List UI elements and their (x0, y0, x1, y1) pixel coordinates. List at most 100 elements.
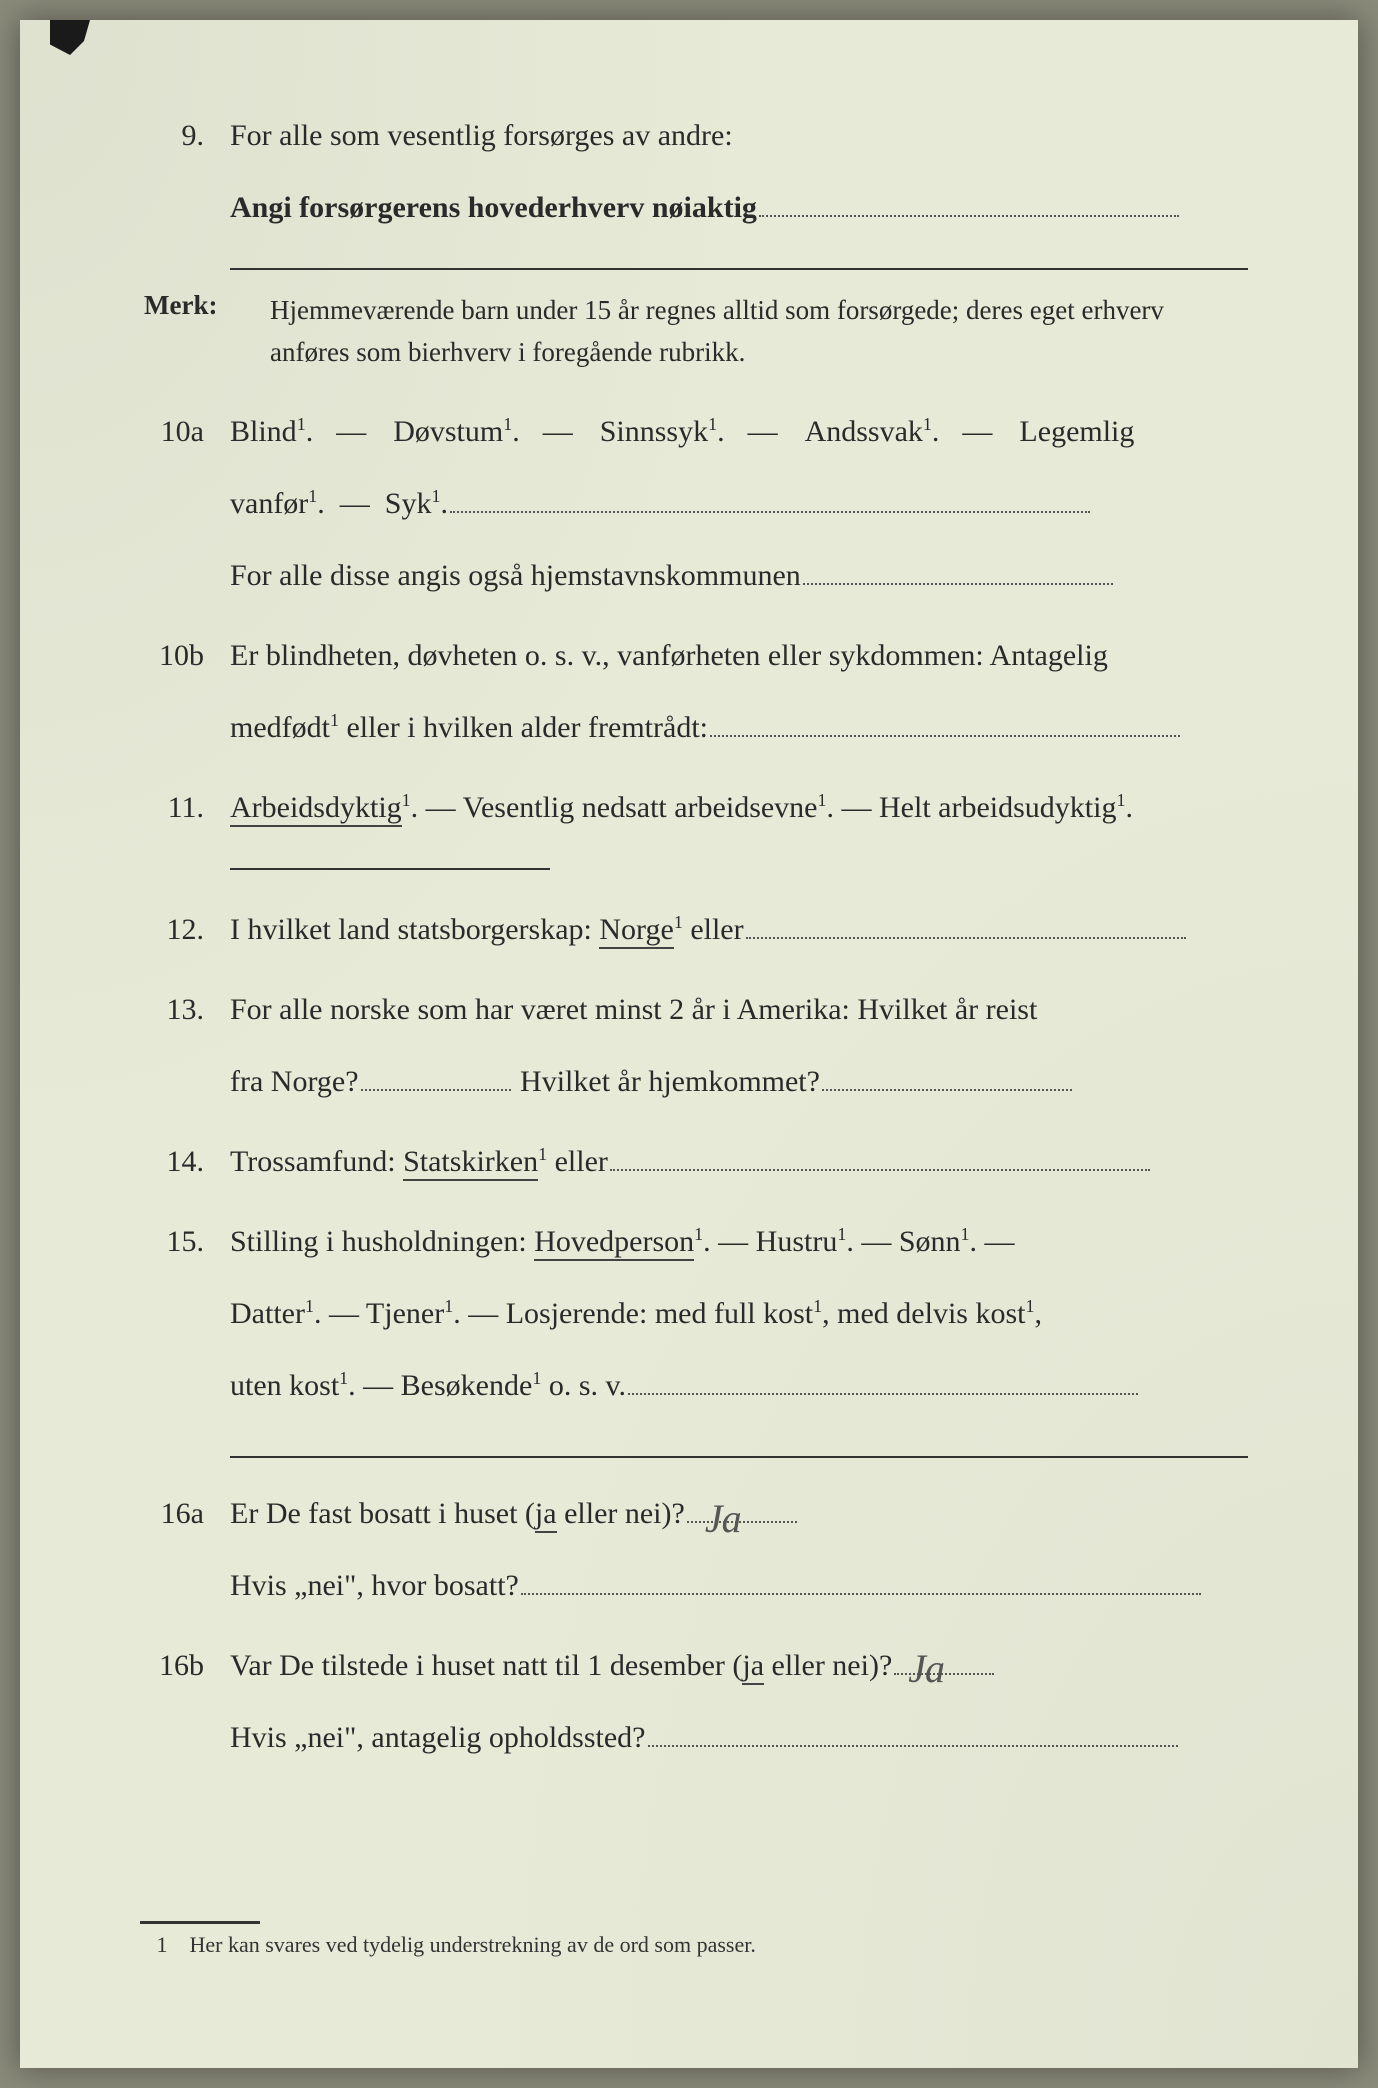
q15-number: 15. (140, 1206, 230, 1278)
question-13: 13. For alle norske som har været minst … (140, 974, 1248, 1118)
q15-line1: Stilling i husholdningen: Hovedperson1. … (230, 1206, 1248, 1278)
q11-underlined: Arbeidsdyktig (230, 791, 402, 827)
fill-line[interactable] (361, 1055, 511, 1091)
q13-returned: Hvilket år hjemkommet? (513, 1065, 820, 1098)
q10b-line1: Er blindheten, døvheten o. s. v., vanfør… (230, 620, 1248, 692)
fill-line[interactable] (759, 181, 1179, 217)
q9-number: 9. (140, 100, 230, 172)
q9-line1: For alle som vesentlig forsørges av andr… (230, 100, 1248, 172)
q14-number: 14. (140, 1126, 230, 1198)
q15-datter: Datter (230, 1297, 305, 1330)
q16b-ja: ja (742, 1649, 764, 1685)
question-16a: 16a Er De fast bosatt i huset (ja eller … (140, 1478, 1248, 1622)
opt-syk: Syk (385, 487, 432, 520)
opt-legemlig: Legemlig (1019, 415, 1134, 448)
q12-norge: Norge (599, 913, 673, 949)
question-11: 11. Arbeidsdyktig1. — Vesentlig nedsatt … (140, 772, 1248, 844)
question-14: 14. Trossamfund: Statskirken1 eller (140, 1126, 1248, 1198)
q16a-number: 16a (140, 1478, 230, 1550)
q16b-number: 16b (140, 1630, 230, 1702)
q16b-line1: Var De tilstede i huset natt til 1 desem… (230, 1630, 1248, 1702)
census-form-page: 9. For alle som vesentlig forsørges av a… (20, 20, 1358, 2068)
q16b-body: Var De tilstede i huset natt til 1 desem… (230, 1630, 1248, 1774)
q10a-line1: Blind1. — Døvstum1. — Sinnssyk1. — Andss… (230, 396, 1248, 468)
q16b-line2: Hvis „nei", antagelig opholdssted? (230, 1702, 1248, 1774)
q12-t1: I hvilket land statsborgerskap: (230, 913, 599, 946)
q15-hovedperson: Hovedperson (534, 1225, 694, 1261)
q10b-age: eller i hvilken alder fremtrådt: (339, 711, 708, 744)
opt-dovstum: Døvstum (393, 415, 503, 448)
q11-body: Arbeidsdyktig1. — Vesentlig nedsatt arbe… (230, 772, 1248, 844)
q15-body: Stilling i husholdningen: Hovedperson1. … (230, 1206, 1248, 1422)
q12-body: I hvilket land statsborgerskap: Norge1 e… (230, 894, 1248, 966)
question-12: 12. I hvilket land statsborgerskap: Norg… (140, 894, 1248, 966)
fill-line[interactable] (746, 903, 1186, 939)
q16a-line1: Er De fast bosatt i huset (ja eller nei)… (230, 1478, 1248, 1550)
fill-line[interactable] (822, 1055, 1072, 1091)
q13-line2: fra Norge? Hvilket år hjemkommet? (230, 1046, 1248, 1118)
q10b-medfodt: medfødt (230, 711, 330, 744)
question-15: 15. Stilling i husholdningen: Hovedperso… (140, 1206, 1248, 1422)
q10a-home-commune: For alle disse angis også hjemstavnskomm… (230, 559, 801, 592)
q15-sonn: . — Sønn (846, 1225, 960, 1258)
footnote-rule (140, 1921, 260, 1924)
q11-end: . — Helt arbeidsudyktig (827, 791, 1117, 824)
q15-tjener: . — Tjener (314, 1297, 444, 1330)
q11-mid: . — Vesentlig nedsatt arbeidsevne (411, 791, 818, 824)
q14-body: Trossamfund: Statskirken1 eller (230, 1126, 1248, 1198)
question-16b: 16b Var De tilstede i huset natt til 1 d… (140, 1630, 1248, 1774)
q16a-ja: ja (535, 1497, 557, 1533)
fill-line[interactable] (450, 477, 1090, 513)
opt-vanfor: vanfør (230, 487, 308, 520)
divider (230, 1456, 1248, 1458)
q16a-t2: eller nei)? (557, 1497, 685, 1530)
merk-label: Merk: (140, 290, 270, 321)
q10b-line2: medfødt1 eller i hvilken alder fremtrådt… (230, 692, 1248, 764)
fill-line[interactable] (521, 1559, 1201, 1595)
fill-line[interactable]: Ja (687, 1487, 797, 1523)
q15-osv: o. s. v. (541, 1369, 626, 1402)
q10a-line3: For alle disse angis også hjemstavnskomm… (230, 540, 1248, 612)
divider (230, 268, 1248, 270)
question-10a: 10a Blind1. — Døvstum1. — Sinnssyk1. — A… (140, 396, 1248, 612)
q9-line2: Angi forsørgerens hovederhverv nøiaktig (230, 172, 1248, 244)
q14-statskirken: Statskirken (403, 1145, 538, 1181)
q15-line3: uten kost1. — Besøkende1 o. s. v. (230, 1350, 1248, 1422)
q14-t1: Trossamfund: (230, 1145, 403, 1178)
q10a-number: 10a (140, 396, 230, 468)
q16b-t1: Var De tilstede i huset natt til 1 desem… (230, 1649, 742, 1682)
footnote-num: 1 (140, 1932, 184, 1958)
q10a-line2: vanfør1. — Syk1. (230, 468, 1248, 540)
fill-line[interactable]: Ja (894, 1639, 994, 1675)
q15-t1: Stilling i husholdningen: (230, 1225, 534, 1258)
merk-text: Hjemmeværende barn under 15 år regnes al… (270, 290, 1248, 374)
q12-t2: eller (683, 913, 744, 946)
q14-t2: eller (547, 1145, 608, 1178)
q15-delvis: , med delvis kost (822, 1297, 1025, 1330)
q16a-hvor: Hvis „nei", hvor bosatt? (230, 1569, 519, 1602)
q10b-body: Er blindheten, døvheten o. s. v., vanfør… (230, 620, 1248, 764)
fill-line[interactable] (710, 701, 1180, 737)
fill-line[interactable] (628, 1359, 1138, 1395)
opt-sinnssyk: Sinnssyk (600, 415, 708, 448)
q11-number: 11. (140, 772, 230, 844)
opt-andssvak: Andssvak (805, 415, 923, 448)
q10a-body: Blind1. — Døvstum1. — Sinnssyk1. — Andss… (230, 396, 1248, 612)
opt-blind: Blind (230, 415, 297, 448)
question-10b: 10b Er blindheten, døvheten o. s. v., va… (140, 620, 1248, 764)
footnote-section: 1 Her kan svares ved tydelig understrekn… (140, 1921, 1218, 1958)
q13-body: For alle norske som har været minst 2 år… (230, 974, 1248, 1118)
q9-body: For alle som vesentlig forsørges av andr… (230, 100, 1248, 244)
q15-utenkost: uten kost (230, 1369, 339, 1402)
question-9: 9. For alle som vesentlig forsørges av a… (140, 100, 1248, 244)
fill-line[interactable] (803, 549, 1113, 585)
handwritten-ja: Ja (705, 1471, 741, 1567)
q13-line1: For alle norske som har været minst 2 år… (230, 974, 1248, 1046)
fill-line[interactable] (610, 1135, 1150, 1171)
q13-from-norway: fra Norge? (230, 1065, 359, 1098)
q15-fullkost: . — Losjerende: med full kost (453, 1297, 813, 1330)
footnote-text: Her kan svares ved tydelig understreknin… (190, 1932, 756, 1957)
q10b-number: 10b (140, 620, 230, 692)
q9-bold: Angi forsørgerens hovederhverv nøiaktig (230, 191, 757, 224)
handwritten-ja: Ja (908, 1621, 944, 1717)
